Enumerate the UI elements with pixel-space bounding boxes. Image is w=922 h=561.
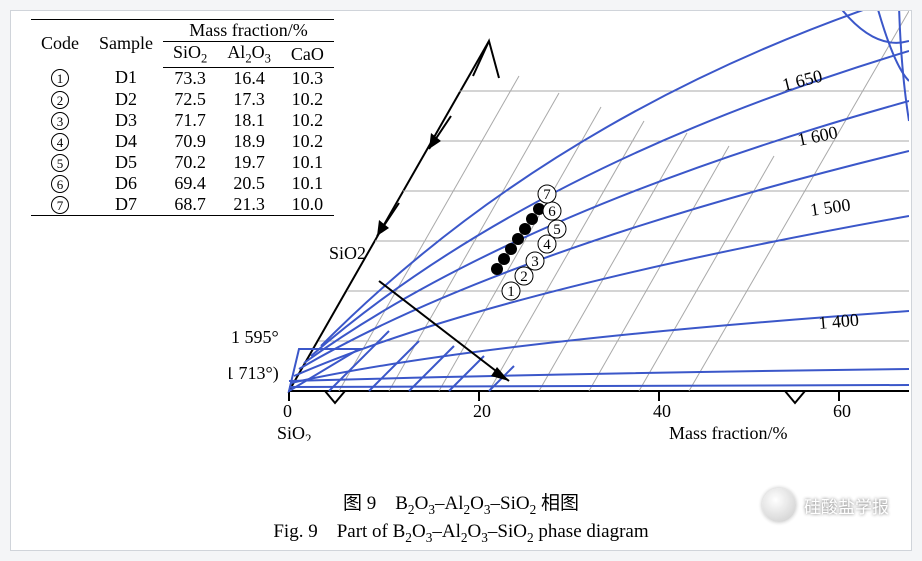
svg-text:20: 20 [473,401,491,421]
caption-en: Fig. 9 Part of B2O3–Al2O3–SiO2 phase dia… [11,519,911,547]
wechat-icon [762,488,796,522]
svg-text:40: 40 [653,401,671,421]
apex-sio2-label: SiO2 [329,243,366,263]
svg-text:4: 4 [543,237,551,253]
svg-text:(1 713°): (1 713°) [229,363,279,384]
watermark-text: 硅酸盐学报 [804,493,889,518]
svg-text:6: 6 [548,204,556,220]
svg-text:1 500: 1 500 [809,195,852,220]
table-row: 6D669.420.510.1 [31,173,334,194]
col-sio2: SiO2 [163,42,217,68]
table-row: 3D371.718.110.2 [31,110,334,131]
col-al2o3: Al2O3 [217,42,281,68]
table-row: 7D768.721.310.0 [31,194,334,216]
x-axis-label: Mass fraction/% [669,423,787,441]
svg-text:60: 60 [833,401,851,421]
isotherm-labels: 1 6501 6001 5001 400 [780,66,860,333]
svg-text:1 595°: 1 595° [231,327,279,347]
table-row: 2D272.517.310.2 [31,89,334,110]
svg-text:1 600: 1 600 [796,122,840,150]
watermark: 硅酸盐学报 [762,488,889,522]
col-cao: CaO [281,42,334,68]
svg-text:3: 3 [531,254,539,270]
x-ticks [289,391,839,403]
x-tick-labels: 0 20 40 60 [283,401,851,421]
svg-text:1: 1 [507,284,515,300]
svg-text:5: 5 [553,222,561,238]
page: 1234567 1 6501 6001 5001 400 SiO2 1 595°… [10,10,912,551]
table-row: 5D570.219.710.1 [31,152,334,173]
svg-text:2: 2 [520,269,528,285]
svg-text:7: 7 [543,187,551,203]
svg-text:0: 0 [283,401,292,421]
table-row: 4D470.918.910.2 [31,131,334,152]
svg-text:1 400: 1 400 [818,310,860,333]
col-group: Mass fraction/% [163,20,334,42]
corner-sio2-label: SiO2 [277,423,312,441]
col-code: Code [31,20,89,68]
composition-table: Code Sample Mass fraction/% SiO2 Al2O3 C… [25,17,340,218]
col-sample: Sample [89,20,163,68]
table-row: 1D173.316.410.3 [31,67,334,89]
